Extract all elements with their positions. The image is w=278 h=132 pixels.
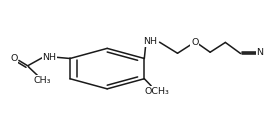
Text: O: O [191, 38, 198, 47]
Text: N: N [256, 48, 264, 57]
Text: OCH₃: OCH₃ [144, 87, 169, 96]
Text: NH: NH [42, 53, 56, 62]
Text: NH: NH [143, 37, 157, 46]
Text: CH₃: CH₃ [34, 76, 51, 85]
Text: O: O [10, 54, 18, 63]
